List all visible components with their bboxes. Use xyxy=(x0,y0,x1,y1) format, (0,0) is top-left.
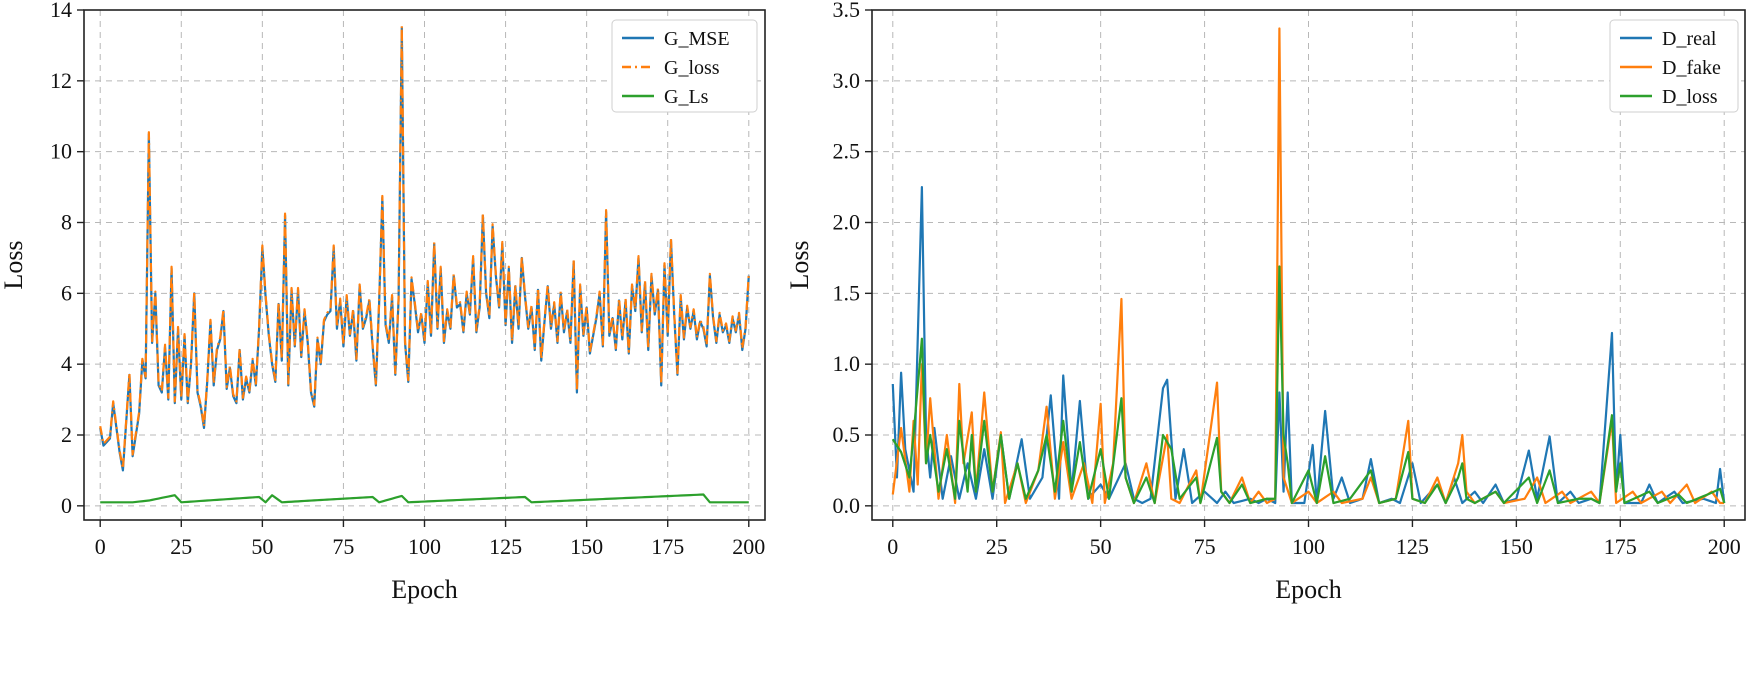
y-tick-label: 6 xyxy=(61,280,72,305)
legend-label: D_loss xyxy=(1662,86,1718,108)
y-tick-label: 2.0 xyxy=(833,210,861,235)
y-tick-label: 8 xyxy=(61,210,72,235)
x-tick-label: 100 xyxy=(408,534,441,559)
y-tick-label: 1.5 xyxy=(833,280,861,305)
y-tick-label: 12 xyxy=(50,68,72,93)
x-tick-label: 0 xyxy=(887,534,898,559)
x-tick-label: 75 xyxy=(1194,534,1216,559)
x-tick-label: 25 xyxy=(986,534,1008,559)
y-axis-label: Loss xyxy=(785,240,814,289)
x-tick-label: 100 xyxy=(1292,534,1325,559)
legend-label: G_Ls xyxy=(664,86,709,108)
chart-generator-loss: 0 25 50 75 100 125 150 175 200 0 2 4 6 8 10 12 14 Epoch Lo… xyxy=(0,0,766,604)
legend: G_MSE G_loss G_Ls xyxy=(611,19,758,113)
x-tick-label: 25 xyxy=(170,534,192,559)
y-axis-label: Loss xyxy=(0,240,28,289)
y-tick-label: 0.0 xyxy=(833,493,861,518)
x-tick-label: 175 xyxy=(1604,534,1637,559)
x-axis-label: Epoch xyxy=(391,575,457,604)
y-tick-label: 3.5 xyxy=(833,0,861,22)
y-tick-label: 4 xyxy=(61,351,72,376)
x-tick-label: 125 xyxy=(1396,534,1429,559)
y-tick-label: 14 xyxy=(50,0,72,22)
x-tick-label: 175 xyxy=(651,534,684,559)
x-tick-label: 0 xyxy=(95,534,106,559)
x-tick-label: 150 xyxy=(1500,534,1533,559)
x-tick-label: 125 xyxy=(489,534,522,559)
legend: D_real D_fake D_loss xyxy=(1609,19,1739,113)
x-axis-label: Epoch xyxy=(1275,575,1341,604)
chart-discriminator-loss: 0 25 50 75 100 125 150 175 200 0.0 0.5 1.0 1.5 2.0 2.5… xyxy=(785,0,1746,604)
x-tick-label: 200 xyxy=(1708,534,1741,559)
y-tick-label: 2.5 xyxy=(833,139,861,164)
legend-box xyxy=(611,19,758,113)
x-tick-label: 150 xyxy=(570,534,603,559)
x-tick-label: 200 xyxy=(732,534,765,559)
y-tick-label: 2 xyxy=(61,422,72,447)
legend-box xyxy=(1609,19,1739,113)
x-tick-label: 50 xyxy=(251,534,273,559)
series-line-d-loss xyxy=(891,265,1726,505)
series-line-g-loss xyxy=(99,24,750,470)
y-tick-label: 3.0 xyxy=(833,68,861,93)
legend-label: G_MSE xyxy=(664,28,730,50)
y-tick-label: 10 xyxy=(50,139,72,164)
x-tick-label: 75 xyxy=(332,534,354,559)
y-tick-label: 0.5 xyxy=(833,422,861,447)
legend-label: G_loss xyxy=(664,57,720,79)
legend-label: D_fake xyxy=(1662,57,1721,79)
x-tick-label: 50 xyxy=(1090,534,1112,559)
y-tick-label: 1.0 xyxy=(833,351,861,376)
y-tick-label: 0 xyxy=(61,493,72,518)
series-line-g-ls xyxy=(100,493,749,504)
legend-label: D_real xyxy=(1662,28,1717,50)
